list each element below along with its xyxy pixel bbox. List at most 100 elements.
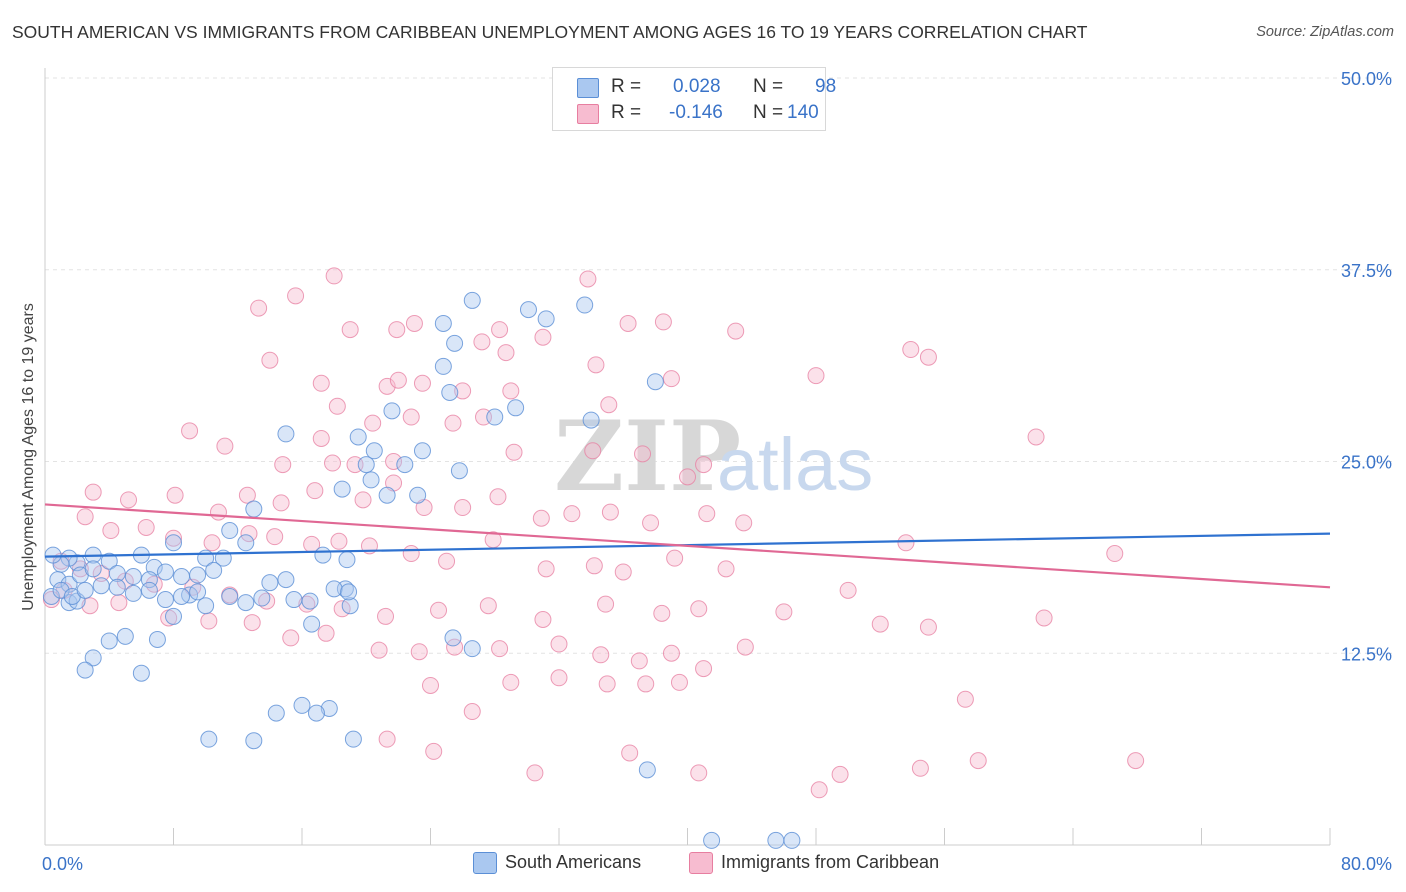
south-r-value: 0.028	[673, 76, 721, 97]
carib-point	[200, 612, 218, 630]
carib-point	[597, 595, 615, 613]
south-point	[221, 587, 239, 605]
carib-point	[377, 607, 395, 625]
carib-swatch	[689, 852, 713, 874]
chart-title: SOUTH AMERICAN VS IMMIGRANTS FROM CARIBB…	[12, 22, 1088, 42]
south-point	[444, 629, 462, 647]
carib-point	[690, 764, 708, 782]
carib-point	[425, 742, 443, 760]
carib-point	[619, 314, 637, 332]
stats-legend: R = 0.028 N = 98 R = -0.146 N = 140	[552, 67, 836, 131]
carib-point	[444, 414, 462, 432]
carib-point	[662, 644, 680, 662]
south-point	[165, 534, 182, 552]
south-point	[409, 486, 427, 504]
south-point	[519, 301, 537, 319]
carib-point	[897, 534, 915, 552]
south-point	[200, 730, 218, 748]
carib-point	[137, 518, 155, 536]
carib-point	[298, 595, 316, 613]
south-point	[463, 291, 481, 309]
south-point	[285, 591, 303, 609]
carib-point	[388, 321, 406, 339]
carib-point	[534, 328, 552, 346]
carib-point	[502, 673, 520, 691]
south-point	[441, 383, 459, 401]
y-axis-label: Unemployment Among Ages 16 to 19 years	[20, 303, 37, 611]
carib-point	[563, 505, 581, 523]
trend-lines	[44, 503, 1331, 589]
south-point	[165, 607, 182, 625]
carib-point	[165, 529, 182, 547]
south-point	[320, 699, 338, 717]
south-point	[646, 373, 664, 391]
south-point	[173, 587, 191, 605]
carib-point	[919, 348, 937, 366]
south-point	[783, 831, 801, 849]
carib-point	[166, 486, 184, 504]
south-point	[277, 571, 295, 589]
carib-point	[81, 597, 99, 615]
south-point	[237, 594, 255, 612]
carib-point	[330, 532, 348, 550]
carib-point	[654, 313, 672, 331]
south-point	[124, 584, 142, 602]
carib-point	[637, 675, 655, 693]
carib-point	[402, 545, 420, 563]
carib-trend-line	[44, 503, 1331, 589]
south-point	[365, 442, 383, 460]
south-point	[100, 552, 118, 570]
carib-point	[587, 356, 605, 374]
carib-point	[807, 367, 825, 385]
south-point	[446, 334, 464, 352]
carib-point	[534, 611, 552, 629]
south-point	[582, 411, 600, 429]
carib-point	[736, 638, 754, 656]
south-point	[221, 522, 239, 540]
carib-point	[274, 456, 292, 474]
carib-point	[479, 597, 497, 615]
south-point	[173, 568, 191, 586]
south-point	[84, 560, 102, 578]
carib-point	[287, 287, 305, 305]
south-swatch	[577, 78, 599, 98]
carib-point	[532, 509, 550, 527]
south-point	[237, 534, 255, 552]
carib-point	[216, 437, 234, 455]
carib-point	[621, 744, 639, 762]
south-point	[84, 649, 102, 667]
south-series	[42, 291, 801, 849]
carib-point	[505, 443, 523, 461]
south-point	[293, 696, 311, 714]
south-point	[325, 580, 343, 598]
carib-point	[240, 525, 258, 543]
carib-point	[502, 382, 520, 400]
south-n-value: 98	[815, 76, 837, 97]
carib-point	[317, 624, 335, 642]
south-point	[767, 831, 785, 849]
carib-point	[454, 499, 472, 517]
carib-point	[1027, 428, 1045, 446]
south-point	[301, 592, 319, 610]
carib-point	[120, 491, 138, 509]
carib-point	[489, 488, 507, 506]
carib-point	[871, 615, 889, 633]
carib-legend-label: Immigrants from Caribbean	[721, 852, 940, 872]
south-point	[314, 546, 332, 564]
south-point	[703, 831, 721, 849]
carib-n-value: 140	[787, 102, 819, 123]
carib-point	[550, 635, 568, 653]
carib-point	[919, 618, 937, 636]
carib-point	[653, 604, 671, 622]
carib-point	[454, 382, 472, 400]
south-point	[189, 583, 207, 601]
carib-point	[312, 374, 330, 392]
south-point	[108, 564, 126, 582]
south-point	[463, 640, 481, 658]
carib-point	[1106, 545, 1124, 563]
south-point	[507, 399, 525, 417]
carib-point	[902, 341, 920, 359]
carib-point	[324, 454, 342, 472]
carib-point	[969, 752, 987, 770]
